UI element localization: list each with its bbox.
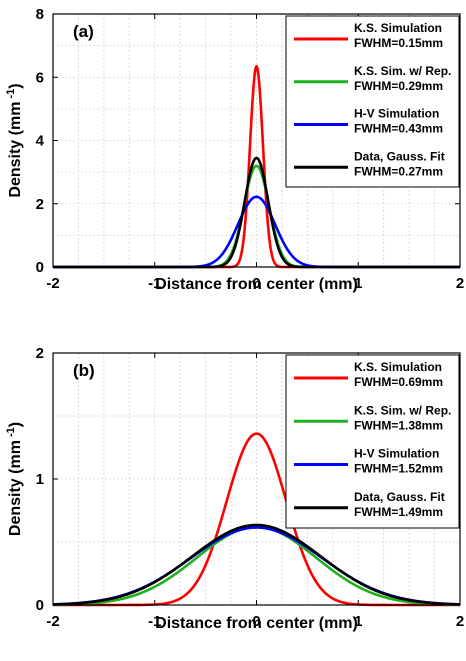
- legend-label: K.S. Sim. w/ Rep.: [354, 64, 451, 78]
- legend-label: K.S. Simulation: [354, 360, 442, 374]
- legend-box: [285, 354, 460, 529]
- x-axis-label: Distance from center (mm): [155, 276, 358, 293]
- legend-label-fwhm: FWHM=0.69mm: [354, 375, 443, 389]
- x-tick-label: -2: [46, 275, 59, 292]
- panel-label: (b): [73, 361, 95, 380]
- y-tick-label: 1: [36, 471, 44, 488]
- legend-label-fwhm: FWHM=1.52mm: [354, 462, 443, 476]
- x-tick-label: -1: [148, 275, 161, 292]
- panel-label: (a): [73, 22, 94, 41]
- y-tick-label: 4: [36, 133, 45, 150]
- y-tick-label: 0: [36, 597, 44, 614]
- y-axis-label: Density (mm -1): [5, 83, 24, 197]
- chart-panel-a: -2 -1 0 1 2 0 2 4 6 8 Distance from center (mm) Den…: [5, 6, 464, 293]
- x-axis-label: Distance from center (mm): [155, 615, 358, 632]
- legend-label: H-V Simulation: [354, 447, 439, 461]
- legend-label-fwhm: FWHM=0.27mm: [354, 164, 443, 178]
- legend-label: K.S. Sim. w/ Rep.: [354, 403, 451, 417]
- legend-label: K.S. Simulation: [354, 21, 442, 35]
- x-tick-label: 2: [456, 613, 464, 630]
- series-line-4: [52, 523, 461, 606]
- x-tick-label: 2: [456, 275, 464, 292]
- x-tick-label: 1: [354, 613, 362, 630]
- legend-box: [285, 15, 460, 188]
- legend-label-fwhm: FWHM=1.49mm: [354, 505, 443, 519]
- chart-panel-b: -2 -1 0 1 2 0 1 2 Distance from center (mm) Densi…: [5, 345, 464, 632]
- y-tick-label: 0: [36, 259, 44, 276]
- legend-label: H-V Simulation: [354, 107, 439, 121]
- x-tick-label: -2: [46, 613, 59, 630]
- y-tick-label: 2: [36, 196, 44, 213]
- x-tick-label: 1: [354, 275, 362, 292]
- y-tick-label: 6: [36, 69, 44, 86]
- x-tick-label: 0: [252, 275, 260, 292]
- y-axis-label: Density (mm -1): [5, 422, 24, 536]
- x-tick-label: -1: [148, 613, 161, 630]
- legend-label: Data, Gauss. Fit: [354, 490, 445, 504]
- y-tick-label: 8: [36, 6, 44, 23]
- legend-label-fwhm: FWHM=0.29mm: [354, 79, 443, 93]
- x-tick-label: 0: [252, 613, 260, 630]
- legend-label-fwhm: FWHM=0.15mm: [354, 36, 443, 50]
- legend-label-fwhm: FWHM=1.38mm: [354, 418, 443, 432]
- legend-label: Data, Gauss. Fit: [354, 149, 445, 163]
- legend-label-fwhm: FWHM=0.43mm: [354, 122, 443, 136]
- y-tick-label: 2: [36, 345, 44, 362]
